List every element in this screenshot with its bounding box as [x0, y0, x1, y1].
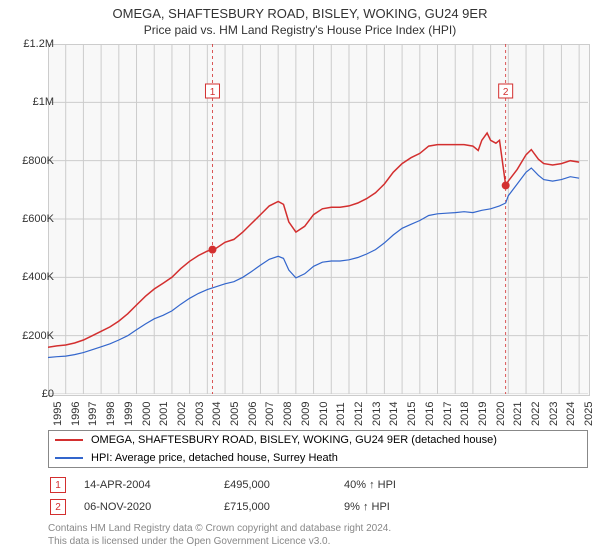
x-tick-label: 1998 — [105, 402, 117, 426]
y-tick-label: £400K — [8, 271, 54, 283]
x-tick-label: 2013 — [371, 402, 383, 426]
svg-text:1: 1 — [210, 87, 216, 98]
event-delta: 9% ↑ HPI — [344, 501, 464, 513]
x-tick-label: 2014 — [388, 402, 400, 426]
event-badge: 2 — [50, 499, 66, 515]
x-tick-label: 2005 — [229, 402, 241, 426]
footer-line: This data is licensed under the Open Gov… — [48, 535, 391, 548]
legend-item: OMEGA, SHAFTESBURY ROAD, BISLEY, WOKING,… — [49, 431, 587, 449]
footer: Contains HM Land Registry data © Crown c… — [48, 522, 391, 548]
svg-text:2: 2 — [503, 87, 509, 98]
x-tick-label: 2017 — [442, 402, 454, 426]
chart-title: OMEGA, SHAFTESBURY ROAD, BISLEY, WOKING,… — [0, 0, 600, 21]
y-tick-label: £1M — [8, 96, 54, 108]
x-tick-label: 2006 — [247, 402, 259, 426]
x-tick-label: 1995 — [52, 402, 64, 426]
x-tick-label: 2001 — [158, 402, 170, 426]
x-tick-label: 2025 — [583, 402, 595, 426]
chart-subtitle: Price paid vs. HM Land Registry's House … — [0, 21, 600, 41]
legend-label: HPI: Average price, detached house, Surr… — [91, 452, 338, 464]
legend-label: OMEGA, SHAFTESBURY ROAD, BISLEY, WOKING,… — [91, 434, 497, 446]
x-tick-label: 2008 — [282, 402, 294, 426]
y-tick-label: £200K — [8, 330, 54, 342]
x-tick-label: 2002 — [176, 402, 188, 426]
x-tick-label: 2024 — [565, 402, 577, 426]
y-tick-label: £800K — [8, 155, 54, 167]
events-table: 1 14-APR-2004 £495,000 40% ↑ HPI 2 06-NO… — [48, 474, 586, 518]
x-tick-label: 2019 — [477, 402, 489, 426]
x-tick-label: 2004 — [211, 402, 223, 426]
event-delta: 40% ↑ HPI — [344, 479, 464, 491]
x-tick-label: 2012 — [353, 402, 365, 426]
y-tick-label: £600K — [8, 213, 54, 225]
plot-area: 12 — [48, 44, 588, 394]
legend-swatch — [55, 457, 83, 459]
legend: OMEGA, SHAFTESBURY ROAD, BISLEY, WOKING,… — [48, 430, 588, 468]
event-date: 14-APR-2004 — [84, 479, 224, 491]
x-tick-label: 1999 — [123, 402, 135, 426]
event-badge-label: 2 — [55, 502, 61, 513]
chart-svg: 12 — [48, 44, 588, 394]
event-row: 2 06-NOV-2020 £715,000 9% ↑ HPI — [48, 496, 586, 518]
x-tick-label: 2021 — [512, 402, 524, 426]
x-tick-label: 2009 — [300, 402, 312, 426]
legend-swatch — [55, 439, 83, 441]
y-tick-label: £1.2M — [8, 38, 54, 50]
x-tick-label: 2003 — [194, 402, 206, 426]
y-tick-label: £0 — [8, 388, 54, 400]
x-tick-label: 2023 — [548, 402, 560, 426]
x-tick-label: 2015 — [406, 402, 418, 426]
event-row: 1 14-APR-2004 £495,000 40% ↑ HPI — [48, 474, 586, 496]
x-tick-label: 2007 — [264, 402, 276, 426]
x-tick-label: 1997 — [87, 402, 99, 426]
x-tick-label: 2018 — [459, 402, 471, 426]
event-price: £715,000 — [224, 501, 344, 513]
x-tick-label: 2022 — [530, 402, 542, 426]
event-price: £495,000 — [224, 479, 344, 491]
event-badge-label: 1 — [55, 480, 61, 491]
x-tick-label: 2016 — [424, 402, 436, 426]
x-tick-label: 2000 — [141, 402, 153, 426]
x-tick-label: 1996 — [70, 402, 82, 426]
x-tick-label: 2011 — [335, 402, 347, 426]
x-tick-label: 2010 — [318, 402, 330, 426]
footer-line: Contains HM Land Registry data © Crown c… — [48, 522, 391, 535]
legend-item: HPI: Average price, detached house, Surr… — [49, 449, 587, 467]
event-date: 06-NOV-2020 — [84, 501, 224, 513]
x-tick-label: 2020 — [495, 402, 507, 426]
chart-container: OMEGA, SHAFTESBURY ROAD, BISLEY, WOKING,… — [0, 0, 600, 560]
event-badge: 1 — [50, 477, 66, 493]
